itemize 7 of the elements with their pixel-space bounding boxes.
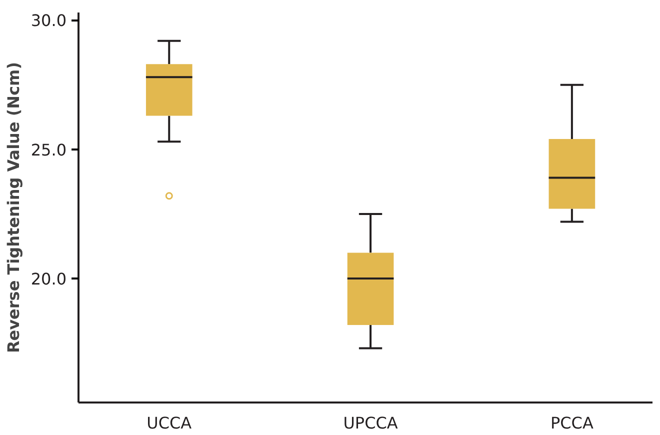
x-tick-label: PCCA — [550, 414, 594, 432]
x-tick-label: UPCCA — [343, 414, 398, 432]
y-tick-label: 20.0 — [30, 270, 66, 289]
x-tick-label: UCCA — [146, 414, 192, 432]
y-tick-label: 25.0 — [30, 140, 66, 160]
y-axis-title: Reverse Tightening Value (Ncm) — [4, 62, 23, 354]
y-tick-label: 30.0 — [30, 11, 66, 30]
